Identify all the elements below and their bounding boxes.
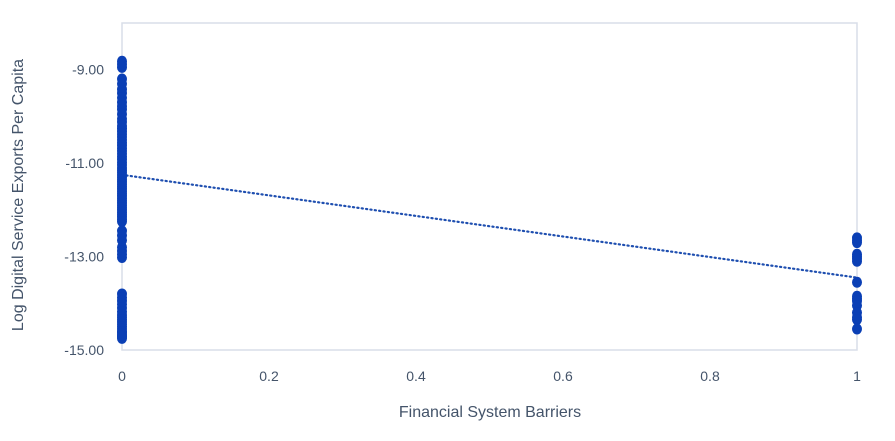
data-point [852, 237, 862, 249]
x-tick-label: 0.6 [553, 368, 573, 384]
data-point [117, 216, 127, 228]
plot-area-border [121, 22, 858, 351]
x-tick-label: 0.2 [259, 368, 279, 384]
trendline-group [120, 173, 859, 279]
x-tick-label: 0.4 [406, 368, 426, 384]
x-axis-title: Financial System Barriers [399, 404, 581, 421]
x-tick-label: 0.8 [700, 368, 720, 384]
y-tick-label: -13.00 [64, 249, 104, 265]
data-point [852, 255, 862, 267]
data-point [852, 314, 862, 326]
x-axis-ticks: 0 0.2 0.4 0.6 0.8 1 [118, 368, 861, 384]
data-point [117, 332, 127, 344]
y-tick-label: -9.00 [72, 62, 104, 78]
y-axis-ticks: -9.00 -11.00 -13.00 -15.00 [64, 62, 104, 358]
y-tick-label: -15.00 [64, 342, 104, 358]
data-points [117, 55, 862, 344]
trendline [120, 173, 859, 279]
x-tick-label: 1 [853, 368, 861, 384]
data-point [852, 276, 862, 288]
y-axis-title: Log Digital Service Exports Per Capita [10, 59, 27, 331]
data-point [852, 323, 862, 335]
x-tick-label: 0 [118, 368, 126, 384]
data-point [117, 252, 127, 264]
y-tick-label: -11.00 [65, 155, 104, 171]
data-point [117, 61, 127, 73]
